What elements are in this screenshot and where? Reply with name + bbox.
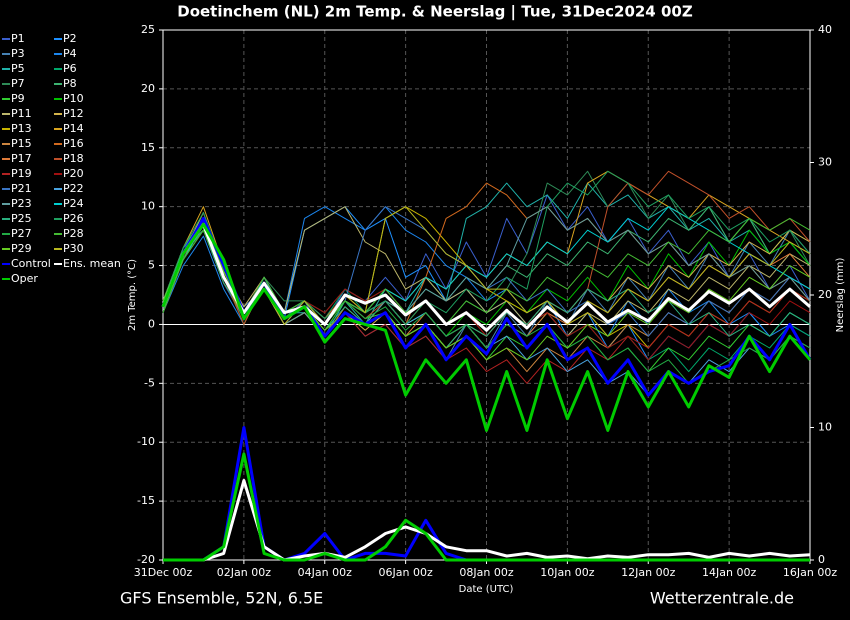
legend-label: P29 [11, 242, 32, 255]
y-tick-label: 25 [141, 23, 155, 36]
y2-tick-label: 10 [818, 421, 832, 434]
x-tick-label: 08Jan 00z [459, 566, 513, 579]
x-tick-label: 14Jan 00z [702, 566, 756, 579]
legend-label: Control [11, 257, 51, 270]
y-tick-label: -10 [137, 435, 155, 448]
legend-label: P27 [11, 227, 32, 240]
legend-label: P4 [63, 47, 77, 60]
precip-line [163, 479, 811, 562]
temp-line [161, 222, 812, 432]
x-tick-label: 06Jan 00z [379, 566, 433, 579]
y2-tick-label: 30 [818, 156, 832, 169]
legend-label: Ens. mean [63, 257, 121, 270]
legend-label: P6 [63, 62, 77, 75]
x-tick-label: 04Jan 00z [298, 566, 352, 579]
y-tick-label: -5 [144, 376, 155, 389]
x-tick-label: 31Dec 00z [134, 566, 193, 579]
y-tick-label: -20 [137, 553, 155, 566]
legend-label: P13 [11, 122, 32, 135]
legend-label: P1 [11, 32, 25, 45]
legend-label: P15 [11, 137, 32, 150]
legend-label: P2 [63, 32, 77, 45]
x-tick-label: 10Jan 00z [540, 566, 594, 579]
legend-label: P10 [63, 92, 84, 105]
footer-source: GFS Ensemble, 52N, 6.5E [120, 589, 323, 608]
y2-tick-label: 40 [818, 23, 832, 36]
legend-label: P20 [63, 167, 84, 180]
y2-tick-label: 20 [818, 288, 832, 301]
y2-tick-label: 0 [818, 553, 825, 566]
y-tick-label: 5 [148, 259, 155, 272]
legend-label: P25 [11, 212, 32, 225]
legend-label: P14 [63, 122, 84, 135]
temp-line [161, 222, 811, 332]
x-axis-label: Date (UTC) [459, 584, 514, 595]
x-tick-label: 16Jan 00z [783, 566, 837, 579]
legend-label: P16 [63, 137, 84, 150]
legend-label: P7 [11, 77, 25, 90]
legend-label: P30 [63, 242, 84, 255]
legend-label: P11 [11, 107, 32, 120]
y-axis-label: 2m Temp. (°C) [127, 259, 138, 331]
precip-line [163, 452, 810, 562]
legend-label: Oper [11, 272, 38, 285]
legend-label: P18 [63, 152, 84, 165]
x-tick-label: 12Jan 00z [621, 566, 675, 579]
y-tick-label: 0 [148, 317, 155, 330]
legend-label: P8 [63, 77, 77, 90]
legend-label: P12 [63, 107, 84, 120]
y-tick-label: 10 [141, 200, 155, 213]
legend-label: P19 [11, 167, 32, 180]
chart-title: Doetinchem (NL) 2m Temp. & Neerslag | Tu… [177, 3, 693, 22]
y-tick-label: 20 [141, 82, 155, 95]
legend-label: P24 [63, 197, 84, 210]
y-tick-label: 15 [141, 141, 155, 154]
legend-label: P26 [63, 212, 84, 225]
legend-label: P5 [11, 62, 25, 75]
y-tick-label: -15 [137, 494, 155, 507]
temp-line [162, 217, 811, 325]
legend-label: P28 [63, 227, 84, 240]
legend-label: P9 [11, 92, 25, 105]
footer-site: Wetterzentrale.de [650, 589, 794, 608]
legend-label: P21 [11, 182, 32, 195]
legend-label: P23 [11, 197, 32, 210]
legend-label: P17 [11, 152, 32, 165]
legend-label: P3 [11, 47, 25, 60]
y2-axis-label: Neerslag (mm) [835, 257, 846, 332]
legend-label: P22 [63, 182, 84, 195]
x-tick-label: 02Jan 00z [217, 566, 271, 579]
